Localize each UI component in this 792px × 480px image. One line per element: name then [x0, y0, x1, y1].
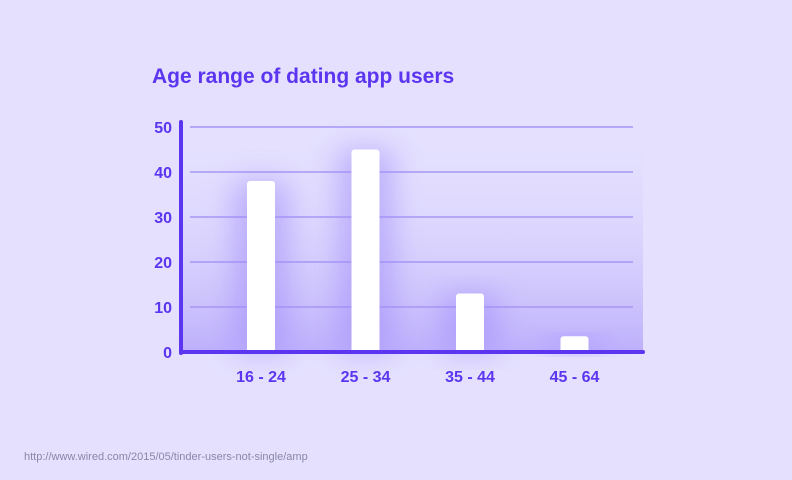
x-tick-labels: 16 - 24 25 - 34 35 - 44 45 - 64	[236, 369, 599, 386]
y-tick-labels: 0 10 20 30 40 50	[154, 120, 172, 362]
y-tick-label: 40	[154, 165, 172, 182]
bar	[247, 181, 275, 354]
bar	[351, 149, 380, 354]
y-tick-label: 10	[154, 300, 172, 317]
x-tick-label: 25 - 34	[341, 369, 391, 386]
chart-title: Age range of dating app users	[152, 65, 454, 88]
x-tick-label: 16 - 24	[236, 369, 286, 386]
y-tick-label: 20	[154, 255, 172, 272]
bar	[456, 293, 484, 354]
x-tick-label: 35 - 44	[445, 369, 495, 386]
y-tick-label: 0	[163, 345, 172, 362]
y-tick-label: 50	[154, 120, 172, 137]
bars	[247, 149, 589, 354]
source-url: http://www.wired.com/2015/05/tinder-user…	[24, 451, 308, 463]
x-tick-label: 45 - 64	[550, 369, 600, 386]
y-tick-label: 30	[154, 210, 172, 227]
bar	[560, 336, 589, 354]
